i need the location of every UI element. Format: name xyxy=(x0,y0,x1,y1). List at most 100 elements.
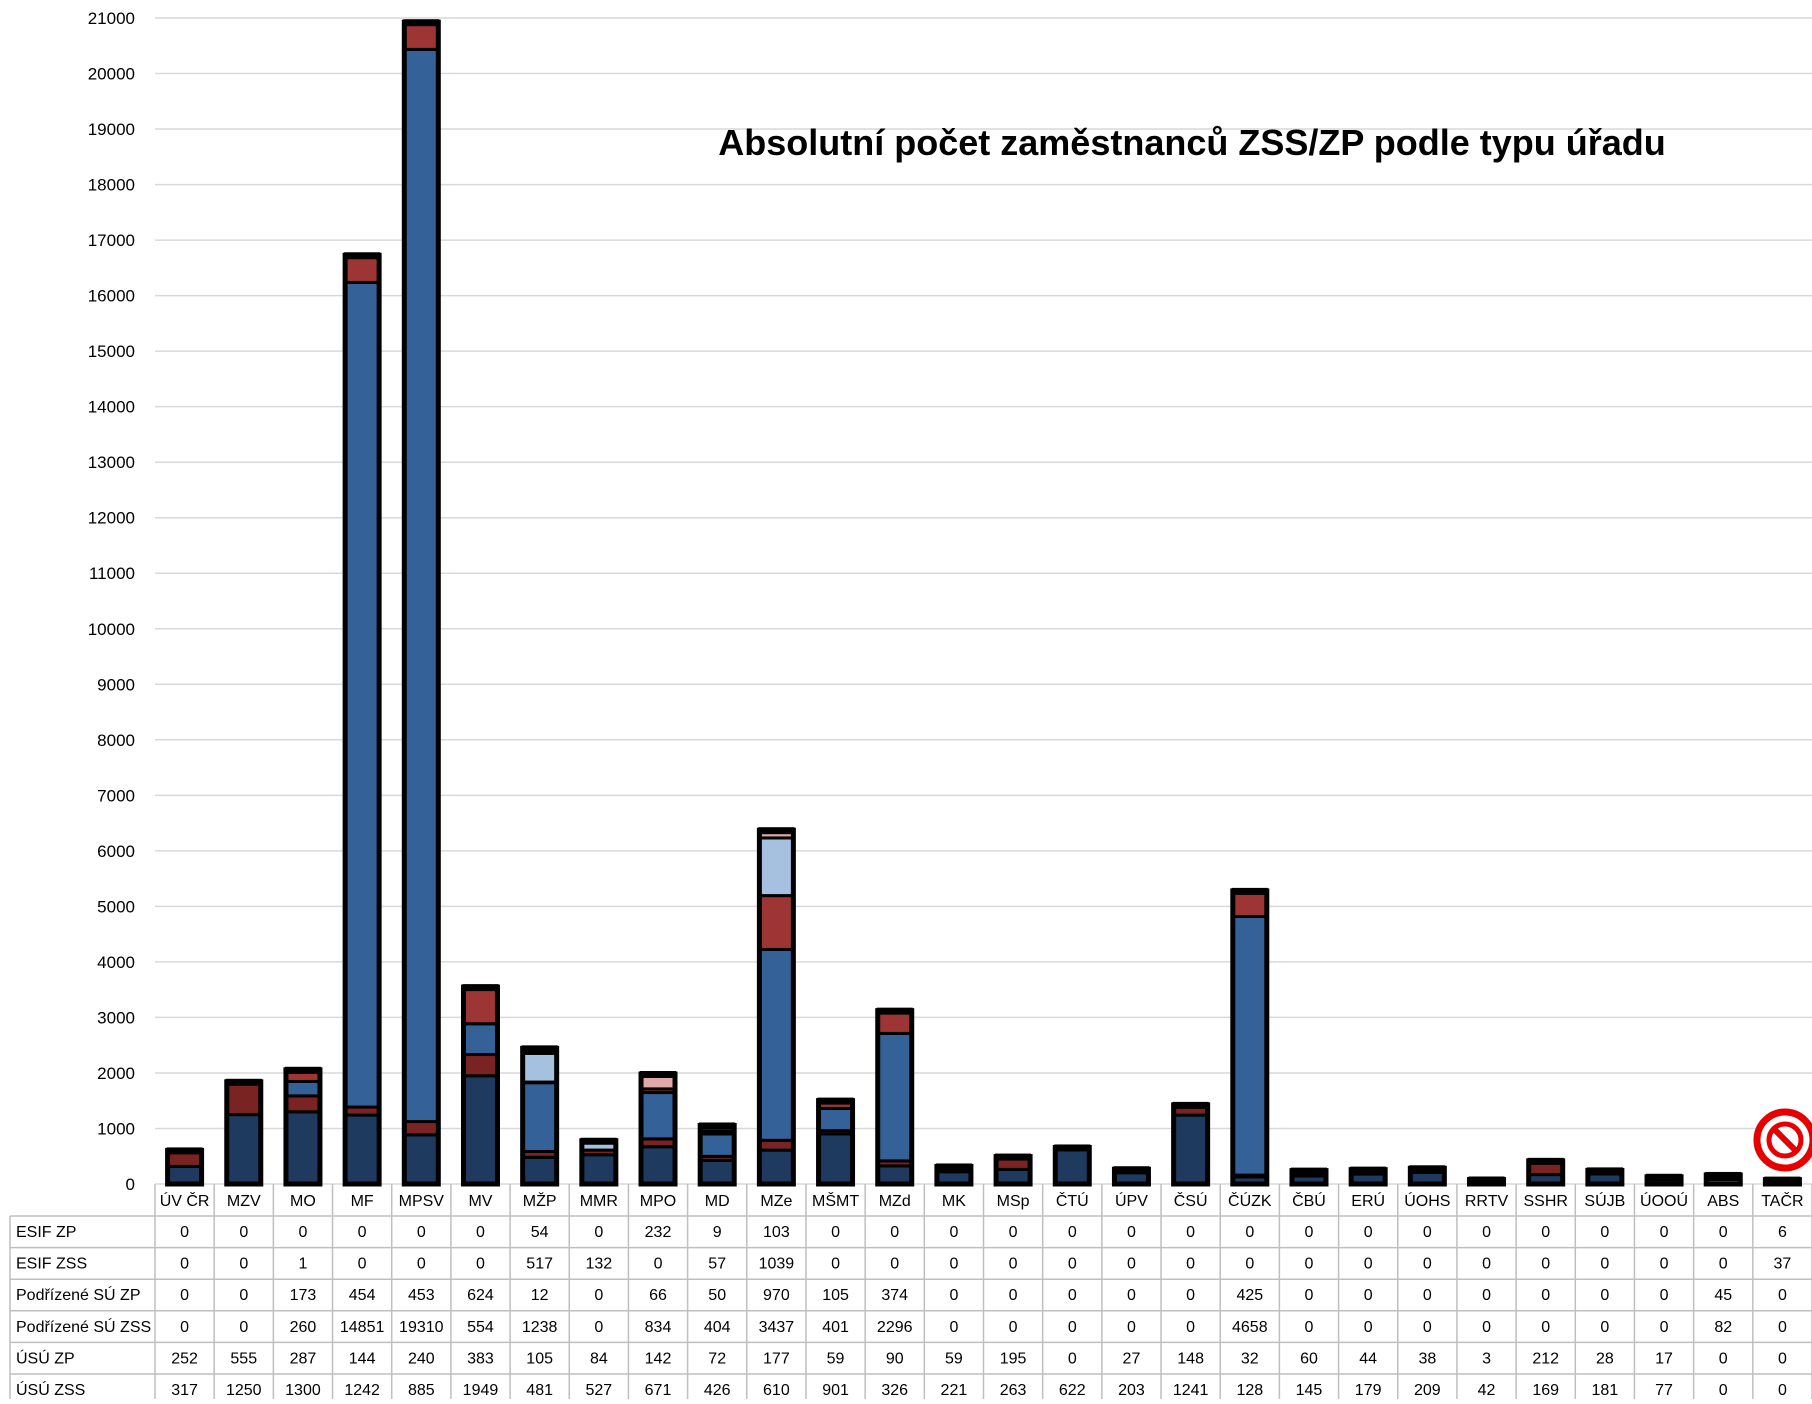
category-label: MPO xyxy=(640,1193,676,1210)
bar-stack xyxy=(1407,1165,1447,1187)
table-cell: 0 xyxy=(594,1224,603,1241)
bar-segment xyxy=(343,255,381,284)
table-cell: 195 xyxy=(1000,1350,1027,1367)
y-tick-label: 17000 xyxy=(88,231,135,250)
table-cell: 181 xyxy=(1592,1382,1619,1399)
category-label: SSHR xyxy=(1523,1193,1567,1210)
category-label: ÚPV xyxy=(1115,1191,1148,1210)
bar-stack xyxy=(756,827,796,1187)
table-cell: 77 xyxy=(1655,1382,1673,1399)
table-cell: 0 xyxy=(1719,1256,1728,1273)
y-tick-label: 19000 xyxy=(88,120,135,139)
series-label: Podřízené SÚ ZSS xyxy=(16,1317,151,1336)
bars xyxy=(165,19,1802,1187)
bar-stack xyxy=(816,1097,856,1187)
bar-cap xyxy=(1290,1167,1327,1175)
category-label: MZe xyxy=(760,1193,792,1210)
bar-stack xyxy=(1644,1173,1684,1187)
table-cell: 0 xyxy=(1364,1319,1373,1336)
bar-cap xyxy=(817,1097,854,1105)
y-tick-label: 6000 xyxy=(97,842,135,861)
table-cell: 0 xyxy=(1245,1256,1254,1273)
bar-cap xyxy=(166,1147,203,1155)
bar-segment xyxy=(1231,914,1269,1177)
table-cell: 0 xyxy=(1068,1256,1077,1273)
y-tick-label: 14000 xyxy=(88,398,135,417)
table-cell: 0 xyxy=(1009,1256,1018,1273)
bar-cap xyxy=(1054,1144,1091,1152)
table-cell: 209 xyxy=(1414,1382,1441,1399)
bar-segment xyxy=(698,1158,736,1186)
category-label: ČBÚ xyxy=(1292,1191,1326,1210)
table-cell: 232 xyxy=(645,1224,672,1241)
series-label: ÚSÚ ZP xyxy=(16,1348,75,1367)
bar-stack xyxy=(1111,1166,1151,1187)
bar-segment xyxy=(225,1113,263,1186)
table-cell: 45 xyxy=(1714,1287,1732,1304)
bar-cap xyxy=(1586,1167,1623,1175)
table-cell: 0 xyxy=(1423,1287,1432,1304)
table-cell: 0 xyxy=(1660,1256,1669,1273)
table-cell: 0 xyxy=(1660,1319,1669,1336)
table-cell: 0 xyxy=(1009,1287,1018,1304)
table-cell: 0 xyxy=(831,1256,840,1273)
category-label: ÚOHS xyxy=(1404,1191,1450,1210)
table-cell: 554 xyxy=(467,1319,494,1336)
table-cell: 0 xyxy=(1482,1224,1491,1241)
y-tick-label: 12000 xyxy=(88,509,135,528)
table-cell: 0 xyxy=(1541,1224,1550,1241)
table-cell: 203 xyxy=(1118,1382,1145,1399)
table-cell: 970 xyxy=(763,1287,790,1304)
category-label: MK xyxy=(942,1193,966,1210)
bar-segment xyxy=(757,947,795,1142)
table-cell: 901 xyxy=(822,1382,849,1399)
category-label: ÚV ČR xyxy=(160,1191,210,1210)
table-cell: 404 xyxy=(704,1319,731,1336)
bar-segment xyxy=(757,836,795,898)
y-axis: 0 1000 2000 3000 4000 5000 6000 7000 8000 9000 100… xyxy=(88,9,135,1194)
bar-segment xyxy=(461,1053,499,1078)
table-cell: 0 xyxy=(949,1224,958,1241)
table-cell: 263 xyxy=(1000,1382,1027,1399)
table-cell: 1949 xyxy=(463,1382,499,1399)
table-cell: 0 xyxy=(1423,1319,1432,1336)
table-cell: 0 xyxy=(1423,1256,1432,1273)
bar-segment xyxy=(343,280,381,1109)
table-cell: 0 xyxy=(1482,1287,1491,1304)
y-tick-label: 10000 xyxy=(88,620,135,639)
table-cell: 0 xyxy=(1127,1224,1136,1241)
y-tick-label: 0 xyxy=(126,1175,135,1194)
bar-stack xyxy=(401,19,441,1187)
y-tick-label: 16000 xyxy=(88,287,135,306)
bar-segment xyxy=(166,1150,204,1168)
y-tick-label: 11000 xyxy=(89,564,135,583)
table-cell: 326 xyxy=(881,1382,908,1399)
table-cell: 240 xyxy=(408,1350,435,1367)
bar-stack xyxy=(283,1066,323,1187)
table-cell: 0 xyxy=(949,1319,958,1336)
bar-cap xyxy=(580,1137,617,1145)
table-cell: 0 xyxy=(594,1287,603,1304)
bar-segment xyxy=(166,1164,204,1186)
bar-stack xyxy=(165,1147,205,1187)
bar-segment xyxy=(343,1113,381,1186)
table-cell: 885 xyxy=(408,1382,435,1399)
bar-segment xyxy=(521,1155,559,1186)
bar-cap xyxy=(935,1163,972,1171)
category-label: ČSÚ xyxy=(1174,1191,1208,1210)
bar-cap xyxy=(1409,1165,1446,1173)
table-cell: 128 xyxy=(1236,1382,1263,1399)
y-tick-label: 2000 xyxy=(97,1064,135,1083)
table-cell: 105 xyxy=(526,1350,553,1367)
bar-cap xyxy=(995,1153,1032,1161)
bar-segment xyxy=(876,1164,914,1186)
table-cell: 622 xyxy=(1059,1382,1086,1399)
table-cell: 555 xyxy=(230,1350,257,1367)
bar-cap xyxy=(758,827,795,835)
table-cell: 0 xyxy=(1600,1224,1609,1241)
y-tick-label: 18000 xyxy=(88,176,135,195)
table-cell: 453 xyxy=(408,1287,435,1304)
table-cell: 0 xyxy=(180,1224,189,1241)
table-cell: 0 xyxy=(180,1287,189,1304)
table-cell: 38 xyxy=(1418,1350,1436,1367)
